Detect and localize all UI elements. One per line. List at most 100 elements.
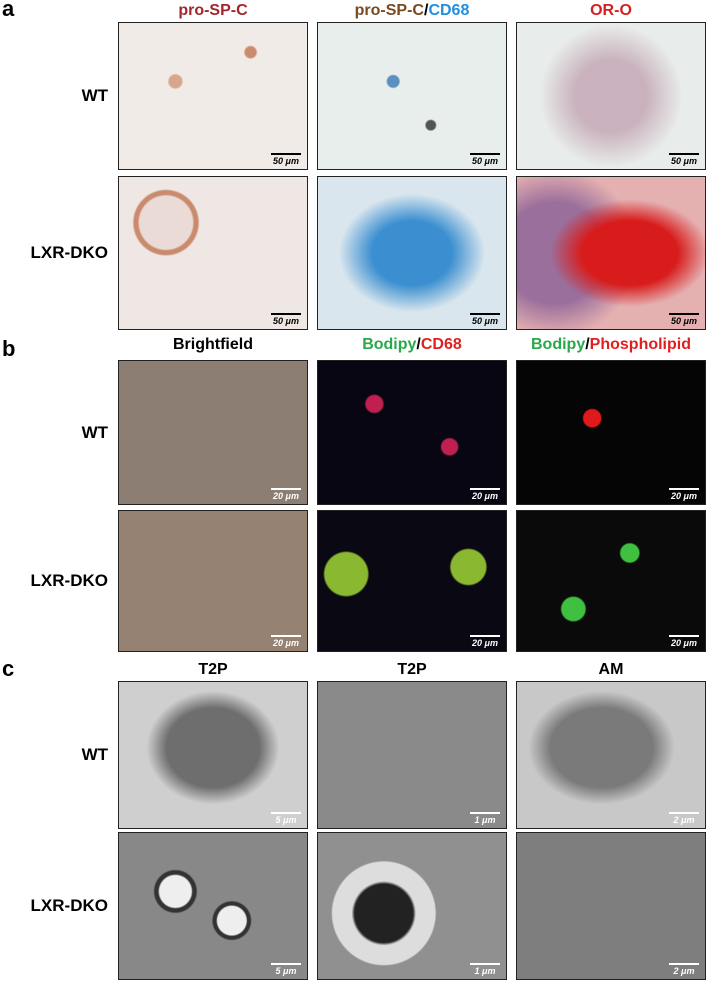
row-label: WT (81, 745, 108, 764)
micrograph: 20 μm (516, 360, 706, 505)
header-part: / (423, 2, 429, 19)
micrograph: 20 μm (118, 510, 308, 652)
scale-bar-line (669, 812, 699, 814)
header-part: AM (598, 661, 624, 678)
scale-bar-line (669, 635, 699, 637)
header-part: / (585, 336, 590, 353)
micrograph: 50 μm (317, 22, 507, 170)
micrograph: 1 μm (317, 832, 507, 980)
scale-bar-label: 50 μm (273, 156, 299, 166)
column-header: AM (516, 661, 706, 679)
header-part: CD68 (428, 2, 470, 19)
scale-bar-label: 20 μm (472, 638, 498, 648)
scale-bar: 50 μm (669, 313, 699, 326)
header-part: Bodipy (362, 336, 417, 353)
scale-bar: 1 μm (470, 812, 500, 825)
header-part: T2P (198, 661, 228, 678)
scale-bar-label: 1 μm (474, 815, 496, 825)
panel-label: b (2, 336, 16, 361)
micrograph: 20 μm (516, 510, 706, 652)
scale-bar: 20 μm (669, 635, 699, 648)
scale-bar-line (271, 313, 301, 315)
scale-bar-line (470, 635, 500, 637)
column-header: Bodipy/CD68 (317, 336, 507, 354)
scale-bar-label: 50 μm (273, 316, 299, 326)
scale-bar-label: 20 μm (472, 491, 498, 501)
scale-bar-line (669, 488, 699, 490)
scale-bar-label: 50 μm (472, 156, 498, 166)
scale-bar-label: 5 μm (275, 966, 297, 976)
column-header: T2P (118, 661, 308, 679)
scale-bar: 50 μm (470, 153, 500, 166)
scale-bar-label: 20 μm (671, 491, 697, 501)
column-header: pro-SP-C/CD68 (317, 2, 507, 20)
scale-bar: 20 μm (470, 635, 500, 648)
scale-bar: 20 μm (470, 488, 500, 501)
micrograph: 20 μm (317, 510, 507, 652)
header-part: Phospholipid (589, 336, 691, 353)
scale-bar: 20 μm (669, 488, 699, 501)
scale-bar: 2 μm (669, 812, 699, 825)
scale-bar: 5 μm (271, 963, 301, 976)
scale-bar: 2 μm (669, 963, 699, 976)
column-header: Brightfield (118, 336, 308, 354)
scale-bar: 50 μm (669, 153, 699, 166)
scale-bar-label: 20 μm (273, 638, 299, 648)
scale-bar-label: 1 μm (474, 966, 496, 976)
panel-label: a (2, 0, 15, 21)
column-header: pro-SP-C (118, 2, 308, 20)
scale-bar-line (669, 153, 699, 155)
scale-bar-label: 50 μm (472, 316, 498, 326)
scale-bar-label: 50 μm (671, 316, 697, 326)
scale-bar-line (669, 963, 699, 965)
scale-bar-line (470, 963, 500, 965)
scale-bar-label: 2 μm (673, 966, 695, 976)
panel-label: c (2, 656, 15, 681)
micrograph: 1 μm (317, 681, 507, 829)
scale-bar: 20 μm (271, 488, 301, 501)
column-header: Bodipy/Phospholipid (516, 336, 706, 354)
scale-bar-line (470, 313, 500, 315)
micrograph: 20 μm (118, 360, 308, 505)
header-part: Brightfield (173, 336, 253, 353)
column-header: OR-O (516, 2, 706, 20)
micrograph: 50 μm (118, 176, 308, 330)
header-part: Bodipy (531, 336, 586, 353)
scale-bar-line (669, 313, 699, 315)
scale-bar-label: 5 μm (275, 815, 297, 825)
scale-bar: 50 μm (271, 313, 301, 326)
scale-bar: 5 μm (271, 812, 301, 825)
row-label: WT (81, 422, 108, 442)
scale-bar: 50 μm (271, 153, 301, 166)
scale-bar-line (271, 635, 301, 637)
micrograph: 20 μm (317, 360, 507, 505)
header-part: / (416, 336, 421, 353)
scale-bar-line (470, 153, 500, 155)
scale-bar-label: 50 μm (671, 156, 697, 166)
micrograph: 2 μm (516, 832, 706, 980)
micrograph: 2 μm (516, 681, 706, 829)
scale-bar: 50 μm (470, 313, 500, 326)
micrograph: 5 μm (118, 832, 308, 980)
micrograph: 50 μm (516, 22, 706, 170)
row-label: LXR-DKO (30, 243, 108, 262)
scale-bar-line (470, 488, 500, 490)
scale-bar-label: 2 μm (673, 815, 695, 825)
header-part: pro-SP-C (354, 2, 424, 19)
header-part: OR-O (590, 2, 632, 19)
header-part: T2P (397, 661, 427, 678)
scale-bar: 1 μm (470, 963, 500, 976)
scale-bar-line (271, 153, 301, 155)
micrograph: 50 μm (317, 176, 507, 330)
row-label: LXR-DKO (30, 571, 108, 590)
scale-bar-line (470, 812, 500, 814)
micrograph: 50 μm (516, 176, 706, 330)
micrograph: 5 μm (118, 681, 308, 829)
micrograph: 50 μm (118, 22, 308, 170)
row-label: WT (81, 86, 108, 105)
scale-bar-line (271, 963, 301, 965)
scale-bar-label: 20 μm (671, 638, 697, 648)
scale-bar-line (271, 488, 301, 490)
scale-bar-line (271, 812, 301, 814)
